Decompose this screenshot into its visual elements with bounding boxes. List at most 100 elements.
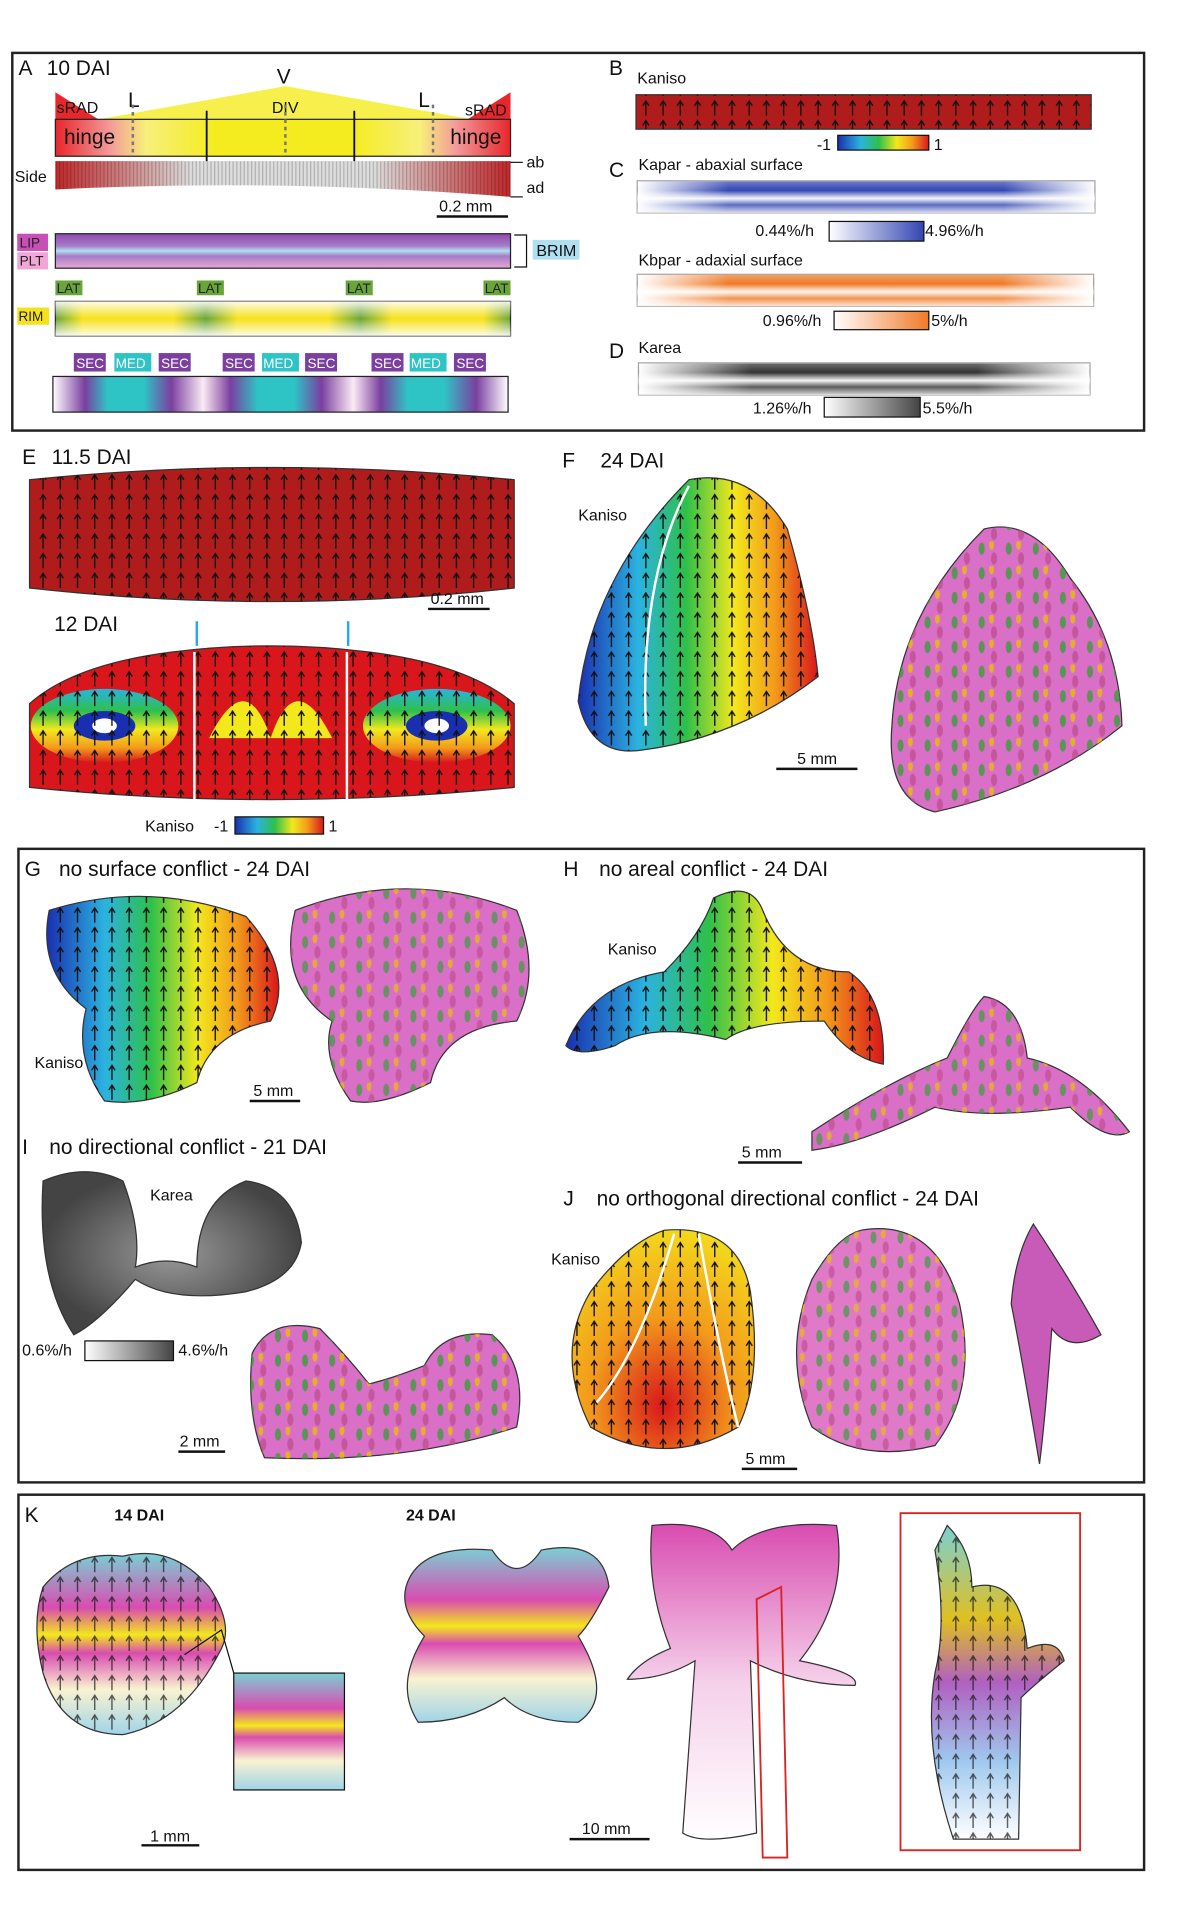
scale-bar-label: 0.2 mm	[439, 199, 492, 216]
panel-h: H no areal conflict - 24 DAI Kaniso 5 mm	[563, 858, 1131, 1164]
panel-title: 10 DAI	[47, 57, 111, 80]
svg-text:MED: MED	[116, 356, 146, 371]
plt-tag: PLT	[20, 254, 44, 269]
srad-right-label: sRAD	[465, 103, 507, 120]
panel-f: F 24 DAI Kaniso 5 mm	[562, 449, 1123, 813]
panel-g: G no surface conflict - 24 DAI Kaniso 5 …	[25, 858, 530, 1103]
panel-letter: D	[609, 340, 624, 363]
rim-tag: RIM	[18, 309, 43, 324]
kbpar-label: Kbpar - adaxial surface	[638, 253, 802, 270]
div-triangle	[98, 86, 473, 120]
karea-max: 5.5%/h	[923, 400, 973, 417]
flower-24-dai-oblique	[626, 1523, 857, 1840]
panel-title-12-dai: 12 DAI	[54, 613, 118, 636]
svg-text:SEC: SEC	[161, 356, 189, 371]
clone-side-shape	[1010, 1222, 1102, 1465]
kaniso-label: Kaniso	[551, 1252, 600, 1269]
karea-colorbar	[823, 396, 921, 418]
svg-text:LAT: LAT	[347, 281, 371, 296]
panel-letter: A	[18, 57, 32, 80]
panel-j: J no orthogonal directional conflict - 2…	[551, 1188, 1102, 1471]
title-14-dai: 14 DAI	[114, 1508, 164, 1525]
panel-title: no orthogonal directional conflict - 24 …	[597, 1188, 979, 1211]
panel-title: no directional conflict - 21 DAI	[49, 1136, 327, 1159]
panel-letter: C	[609, 159, 624, 182]
svg-text:LAT: LAT	[198, 281, 222, 296]
panel-e: E 11.5 DAI 0.2 mm 12 DAI Kaniso -1 1	[22, 446, 515, 836]
panel-box-k	[17, 1493, 1146, 1872]
srad-left-triangle	[55, 92, 99, 120]
scale-bar-label: 2 mm	[180, 1434, 220, 1451]
kbpar-max: 5%/h	[931, 313, 967, 330]
svg-text:SEC: SEC	[374, 356, 402, 371]
hinge-right-label: hinge	[450, 126, 501, 149]
karea-min: 0.6%/h	[22, 1343, 72, 1360]
scale-bar-label: 5 mm	[253, 1083, 293, 1100]
ad-label: ad	[527, 180, 545, 197]
l-left-label: L	[128, 89, 140, 112]
sec-med-bar	[52, 375, 509, 413]
kapar-min: 0.44%/h	[755, 223, 814, 240]
colorbar-max: 1	[328, 819, 337, 836]
karea-shape	[41, 1171, 303, 1336]
colorbar-max: 1	[934, 137, 943, 154]
kaniso-colorbar	[234, 816, 325, 835]
panel-title: 24 DAI	[600, 449, 664, 472]
panel-letter: B	[609, 57, 623, 80]
kaniso-label: Kaniso	[637, 71, 686, 88]
svg-text:LAT: LAT	[485, 281, 509, 296]
kaniso-label: Kaniso	[608, 942, 657, 959]
kaniso-label: Kaniso	[34, 1055, 83, 1072]
scale-bar-label-1mm: 1 mm	[150, 1829, 190, 1846]
panel-k: K 14 DAI 24 DAI 1 mm 10 mm	[25, 1504, 1082, 1859]
scale-bar-label-10mm: 10 mm	[582, 1821, 631, 1838]
arrow-markers	[195, 621, 350, 646]
kapar-label: Kapar - abaxial surface	[638, 157, 802, 174]
colorbar-min: -1	[817, 137, 831, 154]
title-24-dai: 24 DAI	[406, 1508, 456, 1525]
svg-text:SEC: SEC	[308, 356, 336, 371]
scale-bar-label: 0.2 mm	[431, 591, 484, 608]
hinge-left-label: hinge	[64, 126, 115, 149]
panel-letter: H	[563, 858, 578, 881]
panel-letter: I	[22, 1136, 28, 1159]
kbpar-min: 0.96%/h	[763, 313, 822, 330]
scale-bar-label: 5 mm	[797, 751, 837, 768]
panel-title: no areal conflict - 24 DAI	[599, 858, 828, 881]
panel-box-g-j	[17, 847, 1146, 1484]
kaniso-colorbar	[837, 134, 930, 151]
svg-text:MED: MED	[263, 356, 293, 371]
side-view-frame	[899, 1512, 1082, 1852]
lip-tag: LIP	[20, 235, 40, 250]
panel-letter: G	[25, 858, 41, 881]
colorbar-min: -1	[214, 819, 228, 836]
sec-med-tags: SEC MED SEC SEC MED SEC SEC MED SEC	[73, 353, 486, 372]
svg-text:SEC: SEC	[456, 356, 484, 371]
side-label: Side	[15, 169, 47, 186]
panel-letter: J	[563, 1188, 573, 1211]
scale-bar-label: 5 mm	[746, 1451, 786, 1468]
hinge-bar	[54, 118, 512, 157]
panel-c: C Kapar - abaxial surface 0.44%/h 4.96%/…	[609, 157, 1096, 331]
svg-text:LAT: LAT	[57, 281, 81, 296]
panel-box-a-d	[11, 51, 1146, 432]
panel-b: B Kaniso -1 1	[609, 57, 1092, 154]
kaniso-label: Kaniso	[578, 507, 627, 524]
svg-text:SEC: SEC	[225, 356, 253, 371]
flower-24-dai-front	[404, 1546, 610, 1723]
srad-left-label: sRAD	[57, 100, 99, 117]
srad-right-triangle	[467, 92, 511, 120]
panel-letter: K	[25, 1504, 39, 1527]
svg-text:MED: MED	[411, 356, 441, 371]
panel-title: no surface conflict - 24 DAI	[59, 858, 310, 881]
v-label: V	[277, 66, 291, 89]
karea-label: Karea	[150, 1188, 193, 1205]
ab-label: ab	[527, 154, 545, 171]
lat-tags: LAT LAT LAT LAT	[55, 280, 511, 296]
karea-min: 1.26%/h	[753, 400, 812, 417]
lip-plt-bar	[54, 233, 512, 269]
karea-max: 4.6%/h	[178, 1343, 228, 1360]
karea-colorbar	[84, 1340, 175, 1362]
